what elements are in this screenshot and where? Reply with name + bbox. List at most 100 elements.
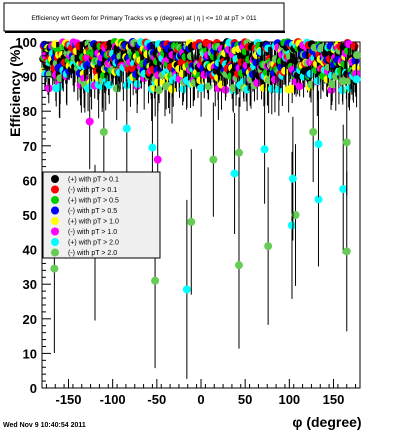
marker [44, 84, 53, 93]
y-tick-label: 30 [23, 277, 37, 292]
legend-label: (-) with pT > 1.0 [68, 229, 117, 236]
data-point [260, 94, 269, 204]
marker [153, 155, 162, 164]
marker [197, 84, 206, 93]
y-tick-label: 40 [23, 243, 37, 258]
marker [287, 221, 296, 230]
marker [342, 247, 351, 256]
y-tick-label: 100 [15, 35, 37, 50]
x-tick-label: -150 [55, 392, 81, 407]
data-point [187, 149, 196, 295]
data-point [314, 90, 323, 198]
marker [328, 80, 337, 89]
marker [122, 124, 131, 133]
marker [352, 75, 361, 84]
marker [260, 145, 269, 154]
marker [339, 185, 348, 194]
title-box-shadow [5, 31, 285, 33]
chart-title: Efficiency wrt Geom for Primary Tracks v… [31, 15, 257, 22]
legend-label: (+) with pT > 1.0 [68, 219, 119, 226]
data-point [342, 171, 351, 332]
x-tick-label: 100 [278, 392, 300, 407]
marker [288, 174, 297, 183]
marker [99, 127, 108, 136]
data-point [85, 74, 94, 170]
data-point [122, 79, 131, 178]
x-tick-label: -50 [147, 392, 166, 407]
data-point [234, 181, 243, 349]
marker [50, 264, 59, 273]
marker [234, 148, 243, 157]
marker [155, 86, 164, 95]
data-point [99, 81, 108, 183]
legend-marker [51, 175, 59, 183]
marker [204, 82, 213, 91]
marker [187, 217, 196, 226]
x-tick-label: 150 [323, 392, 345, 407]
marker [200, 70, 209, 79]
data-point [209, 102, 218, 217]
legend-marker [51, 227, 59, 236]
legend-label: (-) with pT > 2.0 [68, 250, 117, 257]
y-tick-label: 80 [23, 104, 37, 119]
marker [182, 285, 191, 294]
y-tick-label: 90 [23, 70, 37, 85]
marker [151, 276, 160, 285]
marker [295, 82, 304, 91]
legend-marker [51, 217, 59, 225]
marker [264, 242, 273, 251]
data-points-layer [39, 38, 361, 379]
marker [314, 195, 323, 204]
legend-marker [51, 238, 59, 246]
data-point [339, 124, 348, 254]
legend-label: (+) with pT > 0.1 [68, 177, 119, 184]
marker [85, 117, 94, 126]
marker [230, 169, 239, 178]
legend-marker [51, 196, 59, 204]
chart-title-box: Efficiency wrt Geom for Primary Tracks v… [3, 2, 285, 33]
data-point [288, 116, 297, 241]
legend-label: (+) with pT > 0.5 [68, 198, 119, 205]
data-point [182, 199, 191, 379]
legend-marker [51, 206, 59, 215]
y-tick-label: 0 [30, 381, 37, 396]
legend-label: (+) with pT > 2.0 [68, 240, 119, 247]
data-point [155, 76, 164, 104]
y-axis-title: Efficiency (%) [7, 45, 23, 137]
marker [291, 211, 300, 219]
x-tick-label: 50 [238, 392, 252, 407]
footer-timestamp: Wed Nov 9 10:40:54 2011 [3, 422, 86, 429]
axes-layer: 0 10 20 30 40 50 60 70 80 90 100 -150 -100 -50 0 50 100 1… [15, 35, 357, 407]
data-point [342, 89, 351, 196]
data-point [230, 112, 239, 235]
data-point [328, 67, 337, 102]
data-point [291, 144, 300, 286]
title-box-frame [3, 2, 285, 32]
legend-label: (-) with pT > 0.5 [68, 208, 117, 215]
y-tick-label: 60 [23, 173, 37, 188]
x-tick-label: -100 [100, 392, 126, 407]
marker [148, 143, 157, 152]
data-point [234, 97, 243, 209]
data-point [352, 44, 361, 66]
marker [234, 261, 243, 270]
y-tick-label: 10 [23, 346, 37, 361]
marker [352, 51, 361, 60]
y-tick-label: 50 [23, 208, 37, 223]
data-point [264, 167, 273, 325]
legend-marker [51, 248, 59, 257]
marker [168, 85, 177, 94]
y-tick-label: 20 [23, 312, 37, 327]
x-axis-title: φ (degree) [292, 414, 361, 430]
legend-label: (-) with pT > 0.1 [68, 187, 117, 194]
marker [314, 140, 323, 149]
marker [229, 84, 238, 93]
legend: (+) with pT > 0.1 (-) with pT > 0.1 (+) wi… [42, 171, 161, 259]
legend-marker [51, 185, 59, 194]
data-point [309, 81, 318, 183]
marker [209, 155, 218, 164]
x-tick-label: 0 [197, 392, 204, 407]
marker [342, 138, 351, 147]
legend-box [42, 171, 161, 259]
